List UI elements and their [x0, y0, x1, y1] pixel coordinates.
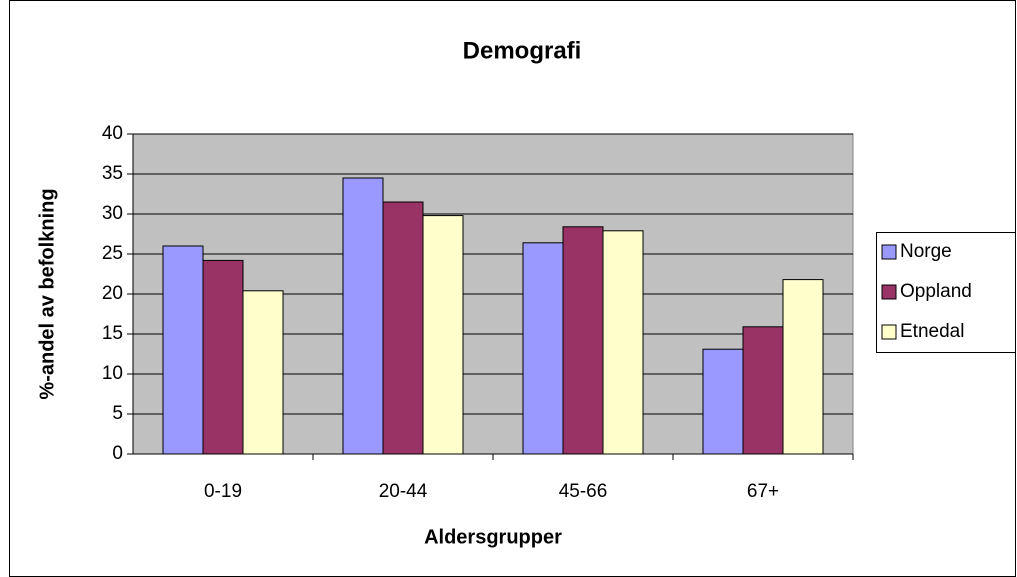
bar — [702, 348, 744, 455]
legend-label: Etnedal — [900, 321, 964, 342]
bar — [522, 242, 564, 455]
y-tick-label: 25 — [102, 243, 123, 264]
legend-box — [876, 232, 1016, 353]
bar — [602, 230, 644, 455]
y-tick-label: 0 — [112, 443, 123, 464]
y-tick-label: 20 — [102, 283, 123, 304]
legend-swatch — [881, 244, 897, 260]
x-tick-label: 0-19 — [204, 481, 242, 502]
bar — [342, 177, 384, 455]
y-tick-label: 15 — [102, 323, 123, 344]
y-axis-label: %-andel av befolkning — [36, 188, 58, 399]
x-axis-label: Aldersgrupper — [424, 526, 562, 548]
legend-label: Norge — [900, 241, 952, 262]
bar — [562, 226, 604, 455]
x-tick-label: 45-66 — [559, 481, 608, 502]
legend-swatch — [881, 284, 897, 300]
bar — [242, 290, 284, 455]
legend-label: Oppland — [900, 281, 972, 302]
bar — [422, 215, 464, 455]
bar — [382, 201, 424, 455]
y-tick-label: 10 — [102, 363, 123, 384]
legend-swatch — [881, 324, 897, 340]
y-tick-label: 5 — [112, 403, 123, 424]
y-tick-label: 40 — [102, 123, 123, 144]
bar — [742, 326, 784, 455]
bar — [782, 279, 824, 455]
bar — [202, 259, 244, 455]
y-tick-label: 35 — [102, 163, 123, 184]
x-tick-label: 67+ — [747, 481, 779, 502]
x-tick-label: 20-44 — [379, 481, 428, 502]
bar — [162, 245, 204, 455]
y-tick-label: 30 — [102, 203, 123, 224]
chart-title: Demografi — [463, 37, 582, 64]
